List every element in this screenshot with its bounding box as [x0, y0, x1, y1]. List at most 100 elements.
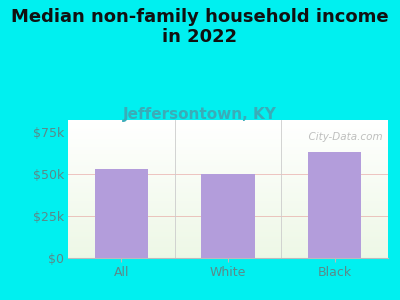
Bar — [308, 152, 361, 258]
Bar — [68, 201, 388, 202]
Bar — [68, 183, 388, 184]
Bar — [68, 235, 388, 236]
Bar — [68, 142, 388, 143]
Bar — [68, 131, 388, 132]
Bar — [68, 218, 388, 219]
Bar — [68, 197, 388, 198]
Bar — [68, 200, 388, 201]
Bar — [68, 135, 388, 136]
Bar — [68, 133, 388, 134]
Bar — [68, 164, 388, 165]
Bar — [68, 205, 388, 206]
Bar — [68, 195, 388, 196]
Bar — [68, 208, 388, 209]
Bar — [95, 169, 148, 258]
Text: Jeffersontown, KY: Jeffersontown, KY — [123, 106, 277, 122]
Bar — [68, 176, 388, 177]
Bar — [68, 217, 388, 218]
Bar — [68, 233, 388, 234]
Bar — [68, 182, 388, 183]
Bar — [68, 167, 388, 168]
Bar — [68, 151, 388, 152]
Bar — [68, 203, 388, 204]
Bar — [68, 145, 388, 146]
Bar — [68, 134, 388, 135]
Bar — [68, 163, 388, 164]
Bar — [68, 253, 388, 254]
Bar — [68, 187, 388, 188]
Bar — [68, 171, 388, 172]
Bar — [68, 129, 388, 130]
Bar — [68, 170, 388, 171]
Text: City-Data.com: City-Data.com — [302, 132, 382, 142]
Bar — [68, 139, 388, 140]
Bar — [68, 256, 388, 257]
Bar — [68, 122, 388, 123]
Bar — [68, 254, 388, 255]
Bar — [68, 123, 388, 124]
Bar — [68, 232, 388, 233]
Bar — [68, 144, 388, 145]
Bar — [68, 238, 388, 239]
Text: Median non-family household income
in 2022: Median non-family household income in 20… — [11, 8, 389, 46]
Bar — [68, 239, 388, 240]
Bar — [68, 126, 388, 127]
Bar — [68, 246, 388, 247]
Bar — [68, 194, 388, 195]
Bar — [68, 225, 388, 226]
Bar — [68, 158, 388, 159]
Bar — [68, 149, 388, 150]
Bar — [68, 159, 388, 160]
Bar — [68, 157, 388, 158]
Bar — [68, 166, 388, 167]
Bar — [68, 153, 388, 154]
Bar — [68, 223, 388, 224]
Bar — [68, 210, 388, 211]
Bar — [68, 154, 388, 155]
Bar — [68, 150, 388, 151]
Bar — [68, 255, 388, 256]
Bar — [68, 125, 388, 126]
Bar — [68, 243, 388, 244]
Bar — [68, 228, 388, 229]
Bar — [68, 198, 388, 199]
Bar — [68, 120, 388, 121]
Bar — [68, 141, 388, 142]
Bar — [68, 175, 388, 176]
Bar — [68, 229, 388, 230]
Bar — [68, 128, 388, 129]
Bar — [201, 174, 255, 258]
Bar — [68, 248, 388, 249]
Bar — [68, 241, 388, 242]
Bar — [68, 152, 388, 153]
Bar — [68, 148, 388, 149]
Bar — [68, 219, 388, 220]
Bar — [68, 251, 388, 252]
Bar — [68, 124, 388, 125]
Bar — [68, 213, 388, 214]
Bar — [68, 160, 388, 161]
Bar — [68, 206, 388, 207]
Bar — [68, 252, 388, 253]
Bar — [68, 169, 388, 170]
Bar — [68, 138, 388, 139]
Bar — [68, 204, 388, 205]
Bar — [68, 216, 388, 217]
Bar — [68, 192, 388, 193]
Bar — [68, 199, 388, 200]
Bar — [68, 227, 388, 228]
Bar — [68, 155, 388, 156]
Bar — [68, 188, 388, 189]
Bar — [68, 156, 388, 157]
Bar — [68, 207, 388, 208]
Bar — [68, 212, 388, 213]
Bar — [68, 245, 388, 246]
Bar — [68, 162, 388, 163]
Bar — [68, 136, 388, 137]
Bar — [68, 221, 388, 222]
Bar — [68, 140, 388, 141]
Bar — [68, 222, 388, 223]
Bar — [68, 196, 388, 197]
Bar — [68, 249, 388, 250]
Bar — [68, 189, 388, 190]
